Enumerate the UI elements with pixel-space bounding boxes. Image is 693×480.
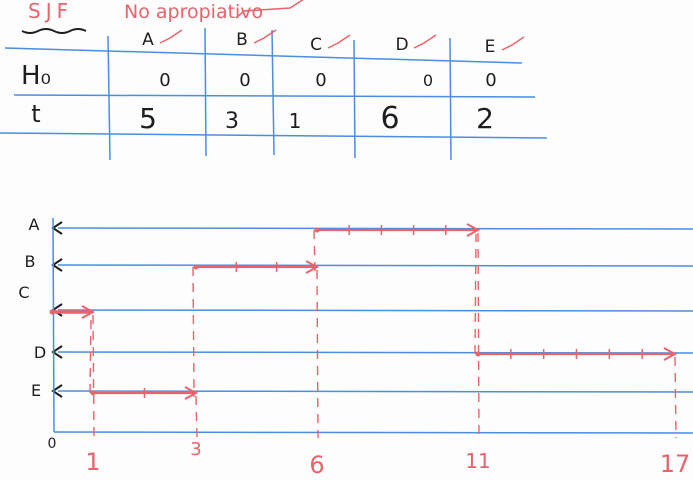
header-check-mark	[501, 36, 525, 51]
table-header-a: A	[142, 30, 154, 50]
table-cell: 0	[239, 70, 250, 91]
time-label: 1	[85, 448, 100, 476]
completion-guide	[674, 356, 677, 439]
gantt-labels: ABC DE 0 1 3 6 11 17	[18, 215, 690, 479]
title-underline	[21, 28, 87, 34]
table-cell: 0	[485, 70, 496, 91]
table-cell: 1	[289, 109, 302, 133]
process-label-b: B	[25, 252, 36, 271]
bar-start-dot	[49, 309, 55, 315]
start-guide	[474, 233, 477, 355]
table-header-b: B	[236, 30, 248, 50]
vertical-axis	[52, 217, 55, 433]
gantt-bars	[49, 223, 678, 439]
bar-start-dot	[193, 264, 199, 270]
arrow-right-icon	[184, 386, 199, 400]
header-check-mark	[159, 29, 183, 44]
start-guide	[313, 229, 316, 272]
table-cell: 3	[225, 109, 239, 134]
table-header-c: C	[310, 35, 322, 55]
bar-start-dot	[90, 390, 96, 396]
table-cell: 6	[380, 101, 399, 136]
process-line-a	[57, 227, 693, 230]
origin-label: 0	[48, 436, 57, 452]
table-row-label: t	[31, 100, 40, 128]
table-cell: 0	[315, 70, 326, 91]
completion-guide	[477, 232, 480, 439]
start-guide	[192, 266, 195, 398]
process-line-b	[57, 264, 693, 267]
process-label-a: A	[29, 215, 40, 234]
table-cell: 0	[423, 71, 433, 90]
table-cell: 2	[476, 102, 494, 135]
arrow-left-icon	[51, 384, 63, 398]
bar-start-dot	[314, 227, 320, 233]
process-line-c	[57, 309, 693, 312]
arrow-right-icon	[305, 260, 320, 274]
process-table	[0, 27, 548, 161]
time-label: 11	[465, 449, 490, 473]
header-check-mark	[253, 29, 277, 44]
time-label: 6	[309, 451, 324, 479]
table-header-d: D	[395, 35, 408, 55]
process-label-c: C	[18, 283, 29, 302]
start-guide	[89, 315, 92, 394]
gantt-grid	[51, 217, 693, 434]
arrow-right-icon	[466, 223, 481, 237]
completion-guide	[195, 395, 198, 439]
algorithm-title: SJF	[28, 0, 73, 23]
process-line-e	[57, 390, 693, 393]
arrow-right-icon	[663, 347, 678, 361]
table-header-e: E	[485, 37, 496, 57]
mode-check	[235, 0, 304, 19]
header-check-mark	[327, 34, 351, 49]
process-line-d	[57, 351, 693, 354]
process-label-e: E	[31, 381, 41, 400]
bar-start-dot	[475, 351, 481, 357]
header-check-mark	[413, 34, 437, 49]
time-axis	[53, 431, 693, 434]
table-cell: 5	[139, 102, 157, 135]
mode-label: No apropiativo	[124, 1, 263, 23]
table-row-label: H₀	[21, 61, 51, 91]
time-label: 17	[660, 450, 691, 478]
process-label-d: D	[34, 343, 46, 362]
arrow-right-icon	[81, 305, 96, 319]
completion-guide	[92, 314, 95, 439]
time-label: 3	[190, 439, 201, 460]
completion-guide	[316, 269, 319, 439]
table-cell: 0	[159, 70, 170, 91]
